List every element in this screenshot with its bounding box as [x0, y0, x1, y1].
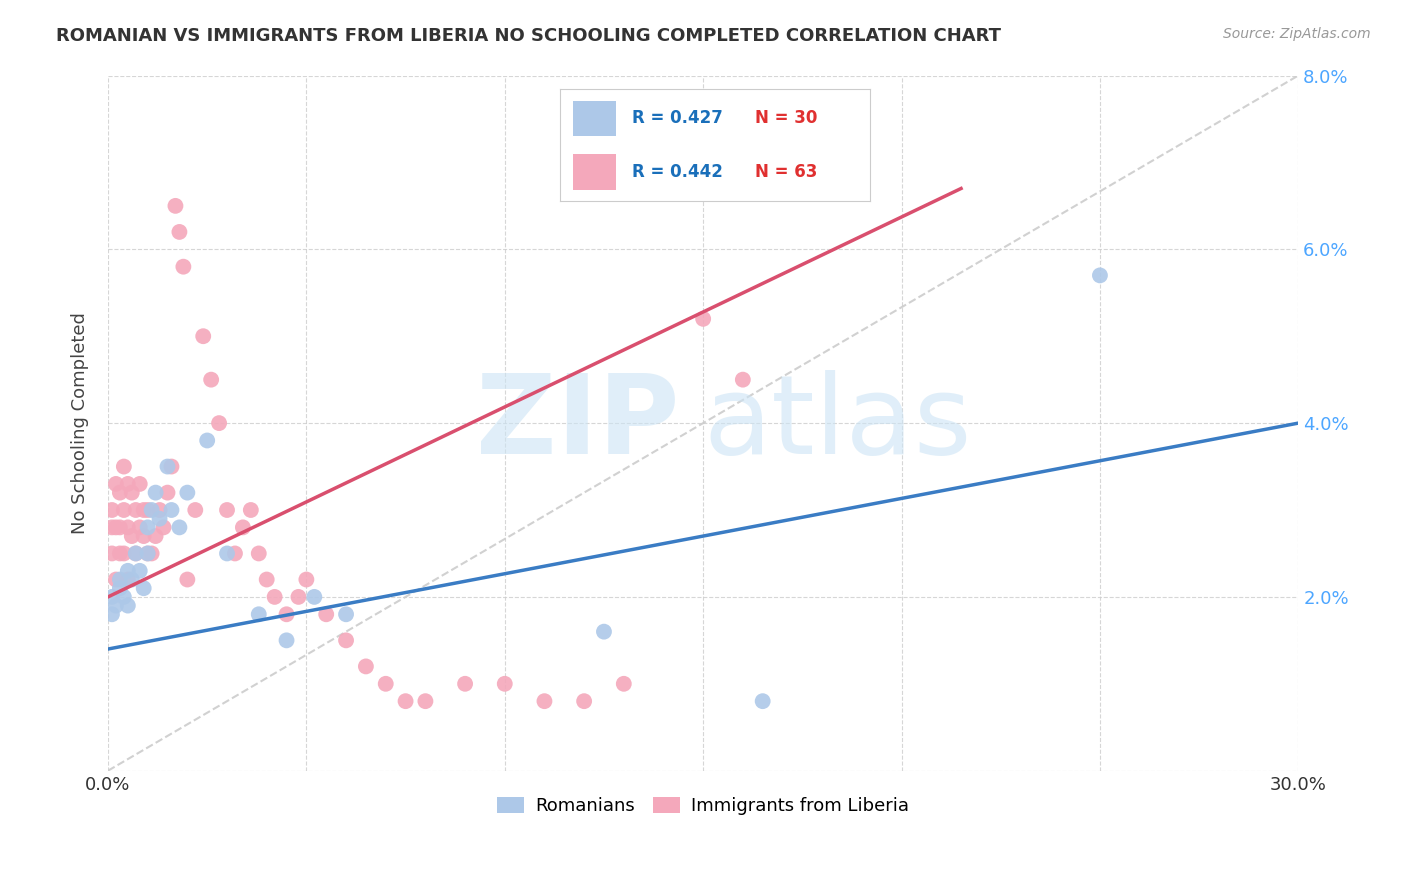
- Point: [125, 503, 148, 517]
- Point: [1088, 268, 1111, 283]
- Point: [132, 503, 155, 517]
- Point: [172, 260, 194, 274]
- Point: [247, 607, 270, 622]
- Point: [117, 573, 139, 587]
- Point: [572, 694, 595, 708]
- Point: [104, 599, 127, 613]
- Point: [335, 633, 357, 648]
- Point: [276, 607, 298, 622]
- Point: [117, 599, 139, 613]
- Point: [165, 199, 187, 213]
- Point: [208, 416, 231, 430]
- Point: [593, 624, 616, 639]
- Point: [136, 546, 159, 560]
- Point: [112, 503, 135, 517]
- Point: [156, 459, 179, 474]
- Point: [121, 529, 143, 543]
- Point: [200, 373, 222, 387]
- Point: [101, 503, 124, 517]
- Point: [394, 694, 416, 708]
- Point: [224, 546, 246, 560]
- Point: [169, 225, 191, 239]
- Y-axis label: No Schooling Completed: No Schooling Completed: [72, 312, 89, 534]
- Point: [121, 573, 143, 587]
- Point: [533, 694, 555, 708]
- Point: [101, 590, 124, 604]
- Text: Source: ZipAtlas.com: Source: ZipAtlas.com: [1223, 27, 1371, 41]
- Point: [169, 520, 191, 534]
- Point: [374, 677, 396, 691]
- Point: [215, 546, 238, 560]
- Point: [415, 694, 437, 708]
- Text: ROMANIAN VS IMMIGRANTS FROM LIBERIA NO SCHOOLING COMPLETED CORRELATION CHART: ROMANIAN VS IMMIGRANTS FROM LIBERIA NO S…: [56, 27, 1001, 45]
- Point: [117, 520, 139, 534]
- Point: [136, 520, 159, 534]
- Point: [176, 573, 198, 587]
- Point: [104, 520, 127, 534]
- Text: atlas: atlas: [703, 369, 972, 476]
- Point: [354, 659, 377, 673]
- Point: [112, 590, 135, 604]
- Point: [108, 485, 131, 500]
- Point: [108, 546, 131, 560]
- Point: [256, 573, 278, 587]
- Point: [125, 546, 148, 560]
- Point: [117, 564, 139, 578]
- Point: [128, 477, 150, 491]
- Point: [117, 477, 139, 491]
- Point: [104, 477, 127, 491]
- Point: [132, 581, 155, 595]
- Point: [136, 503, 159, 517]
- Point: [335, 607, 357, 622]
- Point: [101, 607, 124, 622]
- Point: [152, 520, 174, 534]
- Point: [156, 485, 179, 500]
- Point: [215, 503, 238, 517]
- Point: [494, 677, 516, 691]
- Point: [315, 607, 337, 622]
- Point: [148, 511, 170, 525]
- Point: [176, 485, 198, 500]
- Point: [141, 503, 163, 517]
- Point: [193, 329, 215, 343]
- Point: [125, 546, 148, 560]
- Point: [108, 520, 131, 534]
- Point: [295, 573, 318, 587]
- Point: [108, 581, 131, 595]
- Point: [287, 590, 309, 604]
- Point: [160, 459, 183, 474]
- Point: [731, 373, 754, 387]
- Point: [121, 485, 143, 500]
- Point: [104, 573, 127, 587]
- Point: [633, 129, 655, 144]
- Point: [128, 520, 150, 534]
- Point: [141, 546, 163, 560]
- Point: [136, 546, 159, 560]
- Point: [128, 564, 150, 578]
- Legend: Romanians, Immigrants from Liberia: Romanians, Immigrants from Liberia: [488, 788, 918, 824]
- Point: [112, 546, 135, 560]
- Point: [247, 546, 270, 560]
- Point: [145, 529, 167, 543]
- Point: [751, 694, 773, 708]
- Point: [263, 590, 285, 604]
- Point: [101, 546, 124, 560]
- Text: ZIP: ZIP: [477, 369, 679, 476]
- Point: [112, 459, 135, 474]
- Point: [132, 529, 155, 543]
- Point: [148, 503, 170, 517]
- Point: [304, 590, 326, 604]
- Point: [613, 677, 636, 691]
- Point: [232, 520, 254, 534]
- Point: [195, 434, 218, 448]
- Point: [184, 503, 207, 517]
- Point: [239, 503, 262, 517]
- Point: [454, 677, 477, 691]
- Point: [101, 520, 124, 534]
- Point: [145, 485, 167, 500]
- Point: [160, 503, 183, 517]
- Point: [276, 633, 298, 648]
- Point: [108, 573, 131, 587]
- Point: [692, 311, 714, 326]
